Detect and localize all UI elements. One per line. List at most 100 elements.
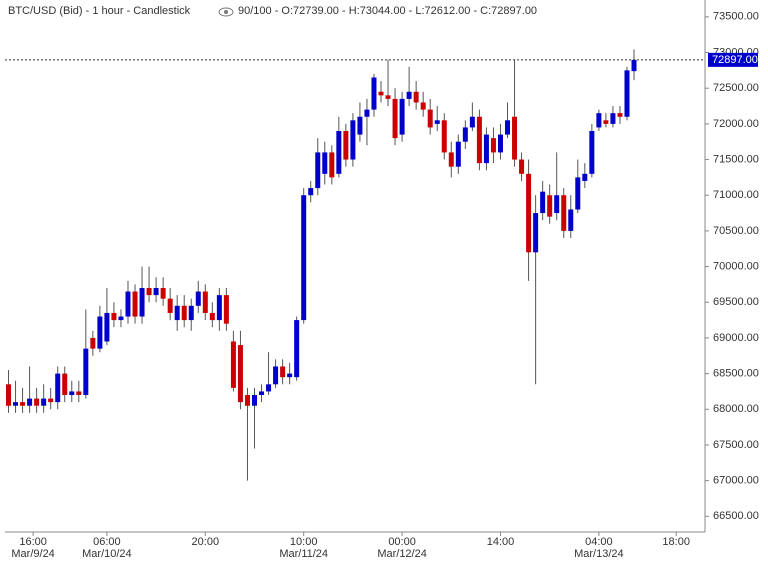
candle-body — [34, 398, 40, 406]
candle-body — [603, 120, 609, 124]
chart-info: 90/100 - O:72739.00 - H:73044.00 - L:726… — [238, 5, 537, 17]
candle-body — [399, 98, 405, 135]
x-date-label: Mar/13/24 — [574, 548, 624, 560]
chart-title: BTC/USD (Bid) - 1 hour - Candlestick — [8, 5, 191, 17]
x-date-label: Mar/9/24 — [11, 548, 54, 560]
candle-body — [378, 91, 384, 96]
candle-body — [434, 120, 440, 124]
candle-body — [97, 316, 103, 349]
candle-body — [146, 287, 152, 296]
candle-body — [357, 116, 363, 135]
y-tick-label: 69000.00 — [713, 332, 759, 344]
candle-body — [582, 173, 588, 181]
candle-body — [6, 384, 12, 406]
candle-body — [476, 116, 482, 164]
candle-body — [490, 138, 496, 153]
candle-body — [406, 91, 412, 99]
y-tick-label: 66500.00 — [713, 510, 759, 522]
candle-body — [462, 127, 468, 142]
candle-body — [188, 305, 194, 321]
candle-body — [343, 131, 349, 160]
candle-body — [512, 116, 518, 160]
candle-body — [244, 395, 250, 406]
candle-body — [350, 120, 356, 160]
x-tick-label: 20:00 — [192, 536, 220, 548]
candle-body — [104, 312, 110, 342]
x-tick-label: 18:00 — [662, 536, 690, 548]
x-tick-label: 14:00 — [487, 536, 515, 548]
candle-body — [125, 291, 131, 317]
x-tick-label: 04:00 — [585, 536, 613, 548]
candle-body — [294, 320, 300, 378]
candle-body — [20, 402, 26, 406]
y-tick-label: 70500.00 — [713, 225, 759, 237]
candle-body — [118, 316, 124, 321]
y-tick-label: 73500.00 — [713, 11, 759, 23]
candle-body — [413, 91, 419, 103]
y-tick-label: 68500.00 — [713, 368, 759, 380]
candle-body — [315, 152, 321, 189]
candle-body — [336, 131, 342, 174]
candle-body — [533, 213, 539, 253]
candle-body — [251, 395, 257, 406]
candle-body — [41, 398, 47, 406]
candle-body — [617, 113, 623, 117]
candle-body — [448, 152, 454, 167]
candle-body — [322, 152, 328, 174]
candle-body — [364, 109, 370, 117]
candle-body — [441, 120, 447, 153]
candle-body — [167, 298, 173, 313]
eye-icon — [218, 7, 234, 17]
candle-body — [589, 131, 595, 174]
y-tick-label: 72500.00 — [713, 82, 759, 94]
candle-body — [90, 337, 96, 349]
candle-body — [455, 141, 461, 167]
candle-body — [48, 398, 54, 403]
candle-body — [195, 291, 201, 306]
candle-body — [526, 173, 532, 253]
candle-body — [561, 195, 567, 231]
candle-body — [505, 120, 511, 135]
x-date-label: Mar/12/24 — [377, 548, 427, 560]
candle-body — [139, 287, 145, 317]
candle-body — [540, 191, 546, 214]
candle-body — [216, 295, 222, 321]
candle-body — [483, 134, 489, 164]
candle-body — [230, 341, 236, 388]
candle-body — [27, 398, 33, 406]
candle-body — [308, 188, 314, 196]
y-tick-label: 67500.00 — [713, 439, 759, 451]
candle-body — [371, 77, 377, 110]
candle-body — [610, 113, 616, 124]
candle-body — [209, 312, 215, 321]
candle-body — [575, 177, 581, 210]
y-tick-label: 69500.00 — [713, 296, 759, 308]
candle-body — [181, 305, 187, 321]
candle-body — [392, 98, 398, 139]
candle-body — [132, 291, 138, 317]
x-tick-label: 16:00 — [19, 536, 47, 548]
candle-body — [174, 305, 180, 321]
candle-body — [273, 366, 279, 385]
candle-body — [69, 391, 75, 396]
candle-body — [55, 373, 61, 403]
candle-body — [160, 287, 166, 299]
candle-body — [237, 345, 243, 403]
candle-body — [554, 195, 560, 214]
candle-body — [280, 366, 286, 378]
candle-body — [329, 152, 335, 178]
candle-body — [301, 195, 307, 321]
candle-body — [259, 391, 265, 396]
y-tick-label: 68000.00 — [713, 403, 759, 415]
candle-body — [624, 70, 630, 117]
y-tick-label: 71500.00 — [713, 153, 759, 165]
current-price-label: 72897.00 — [712, 54, 758, 66]
candle-body — [287, 373, 293, 378]
candle-body — [202, 291, 208, 313]
current-price-box — [708, 52, 758, 67]
candle-body — [596, 113, 602, 128]
candle-body — [223, 295, 229, 324]
x-tick-label: 06:00 — [93, 536, 121, 548]
